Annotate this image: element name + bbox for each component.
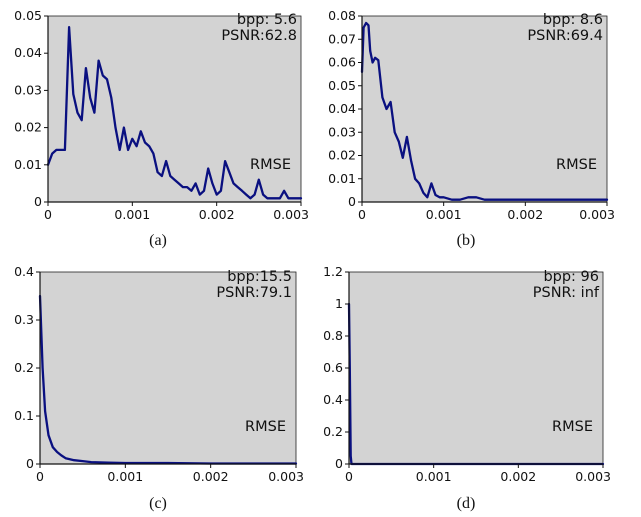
- y-tick-label: 0.02: [14, 120, 42, 135]
- x-tick-label: 0.002: [500, 469, 536, 484]
- x-tick-label: 0.002: [199, 207, 235, 222]
- series-label: RMSE: [556, 157, 597, 173]
- y-tick-label: 0.05: [328, 78, 356, 93]
- y-tick-label: 1.2: [323, 264, 343, 279]
- panel-d: 0 0.2 0.4 0.6 0.8 1 1.2 0 0.001 0.002 0.003 bpp: 96…: [323, 264, 611, 512]
- y-tick-label: 0.07: [328, 31, 356, 46]
- panel-b: 0 0.01 0.02 0.03 0.04 0.05 0.06 0.07 0.08 0 0.001 0…: [328, 8, 615, 249]
- y-tick-label: 0.2: [323, 424, 343, 439]
- psnr-annotation: PSNR: inf: [533, 285, 600, 301]
- bpp-annotation: bpp: 96: [543, 269, 599, 285]
- y-tick-label: 0.05: [14, 8, 42, 23]
- plot-area: [348, 271, 604, 465]
- x-tick-label: 0.003: [575, 469, 611, 484]
- panel-caption: (d): [457, 495, 476, 512]
- y-tick-label: 0: [335, 456, 343, 471]
- x-tick-label: 0.001: [416, 469, 452, 484]
- x-tick-label: 0: [358, 207, 366, 222]
- x-tick-label: 0.003: [273, 207, 309, 222]
- psnr-annotation: PSNR:69.4: [527, 28, 603, 44]
- y-tick-label: 0.04: [328, 101, 356, 116]
- x-tick-label: 0.002: [193, 469, 229, 484]
- y-tick-label: 0.02: [328, 148, 356, 163]
- bpp-annotation: bpp: 5.6: [237, 12, 297, 28]
- y-tick-label: 1: [335, 296, 343, 311]
- psnr-annotation: PSNR:62.8: [221, 28, 297, 44]
- panel-caption: (b): [457, 232, 476, 249]
- x-tick-label: 0.002: [507, 207, 543, 222]
- series-label: RMSE: [245, 419, 286, 435]
- panel-caption: (c): [149, 495, 167, 512]
- y-tick-label: 0.01: [328, 171, 356, 186]
- y-tick-label: 0.06: [328, 55, 356, 70]
- x-tick-label: 0: [345, 469, 353, 484]
- y-tick-label: 0.03: [14, 82, 42, 97]
- y-tick-label: 0: [34, 194, 42, 209]
- y-tick-label: 0.03: [328, 124, 356, 139]
- rmse-series-line: [360, 21, 609, 201]
- series-label: RMSE: [250, 157, 291, 173]
- x-tick-label: 0.003: [268, 469, 304, 484]
- rmse-series-line: [38, 294, 298, 465]
- x-tick-label: 0: [44, 207, 52, 222]
- rmse-series-line: [46, 26, 303, 200]
- y-tick-label: 0.6: [323, 360, 343, 375]
- y-tick-label: 0.8: [323, 328, 343, 343]
- x-tick-label: 0.003: [579, 207, 615, 222]
- x-tick-label: 0.001: [426, 207, 462, 222]
- panel-c: 0 0.1 0.2 0.3 0.4 0 0.001 0.002 0.003 bpp:15.5PSN…: [14, 264, 304, 512]
- plot-area: [47, 15, 302, 203]
- plot-area: [361, 15, 608, 203]
- y-tick-label: 0.4: [323, 392, 343, 407]
- bpp-annotation: bpp: 8.6: [543, 12, 603, 28]
- y-tick-label: 0.04: [14, 45, 42, 60]
- plot-area: [39, 271, 297, 465]
- y-tick-label: 0.08: [328, 8, 356, 23]
- psnr-annotation: PSNR:79.1: [216, 285, 292, 301]
- panel-a: 0 0.01 0.02 0.03 0.04 0.05 0 0.001 0.002 0.003 bpp…: [14, 8, 309, 249]
- x-tick-label: 0: [36, 469, 44, 484]
- y-tick-label: 0: [348, 194, 356, 209]
- x-tick-label: 0.001: [114, 207, 150, 222]
- x-tick-label: 0.001: [107, 469, 143, 484]
- y-tick-label: 0.2: [14, 360, 34, 375]
- series-label: RMSE: [552, 419, 593, 435]
- y-tick-label: 0.4: [14, 264, 34, 279]
- y-tick-label: 0.3: [14, 312, 34, 327]
- y-tick-label: 0.01: [14, 157, 42, 172]
- panel-caption: (a): [149, 232, 167, 249]
- y-tick-label: 0.1: [14, 408, 34, 423]
- y-tick-label: 0: [26, 456, 34, 471]
- bpp-annotation: bpp:15.5: [227, 269, 292, 285]
